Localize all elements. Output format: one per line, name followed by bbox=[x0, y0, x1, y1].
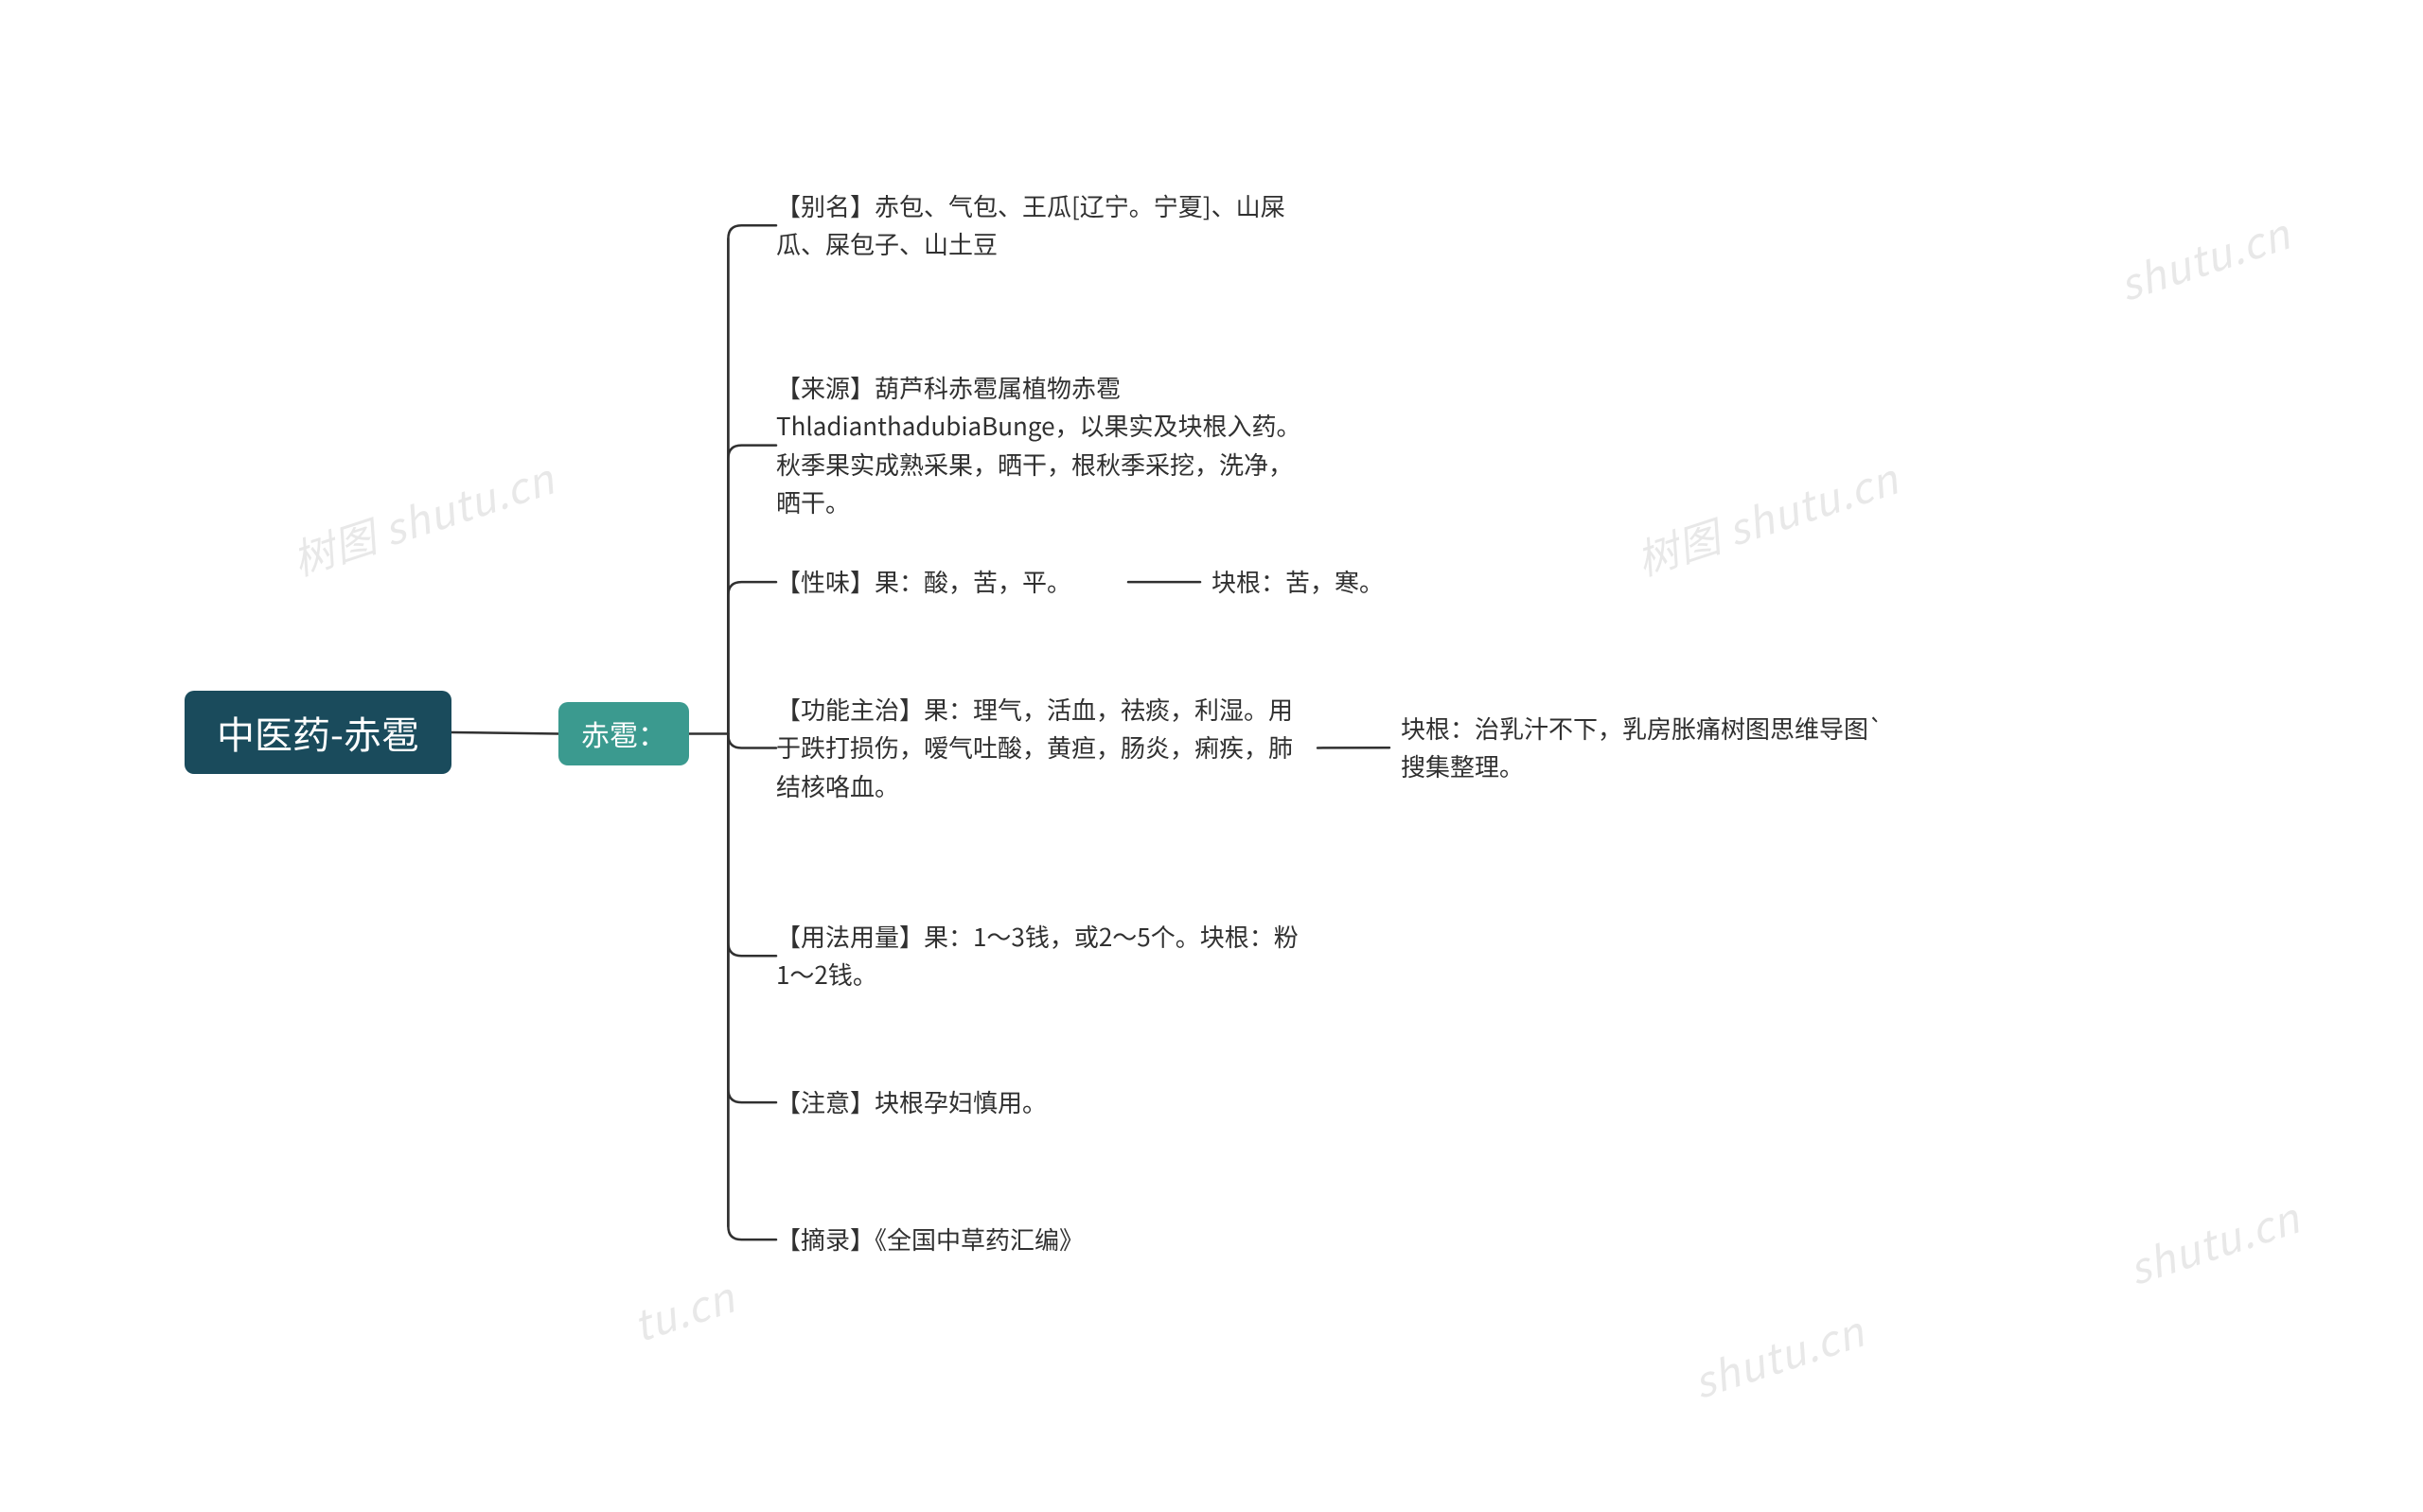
leaf-usage[interactable]: 【用法用量】果：1～3钱，或2～5个。块根：粉1～2钱。 bbox=[776, 918, 1306, 994]
leaf-func[interactable]: 【功能主治】果：理气，活血，祛痰，利湿。用于跌打损伤，嗳气吐酸，黄疸，肠炎，痢疾… bbox=[776, 691, 1306, 805]
leaf-caution[interactable]: 【注意】块根孕妇慎用。 bbox=[776, 1083, 1306, 1121]
watermark: shutu.cn bbox=[2111, 201, 2297, 312]
watermark: tu.cn bbox=[625, 1264, 742, 1354]
watermark: 树图 shutu.cn bbox=[1628, 446, 1905, 588]
topic-node-chibao[interactable]: 赤雹： bbox=[558, 702, 689, 765]
leaf-source[interactable]: 【来源】葫芦科赤雹属植物赤雹ThladianthadubiaBunge，以果实及… bbox=[776, 369, 1306, 521]
leaf-alias[interactable]: 【别名】赤包、气包、王瓜[辽宁。宁夏]、山屎瓜、屎包子、山土豆 bbox=[776, 187, 1306, 264]
watermark: 树图 shutu.cn bbox=[284, 446, 561, 588]
leaf-taste[interactable]: 【性味】果：酸，苦，平。 bbox=[776, 563, 1117, 601]
subleaf-taste-root[interactable]: 块根：苦，寒。 bbox=[1212, 563, 1458, 601]
root-node[interactable]: 中医药-赤雹 bbox=[185, 691, 451, 774]
watermark: shutu.cn bbox=[1685, 1298, 1871, 1410]
subleaf-func-root[interactable]: 块根：治乳汁不下，乳房胀痛树图思维导图`搜集整理。 bbox=[1401, 710, 1893, 786]
watermark: shutu.cn bbox=[2120, 1185, 2307, 1296]
leaf-excerpt[interactable]: 【摘录】《全国中草药汇编》 bbox=[776, 1221, 1306, 1258]
